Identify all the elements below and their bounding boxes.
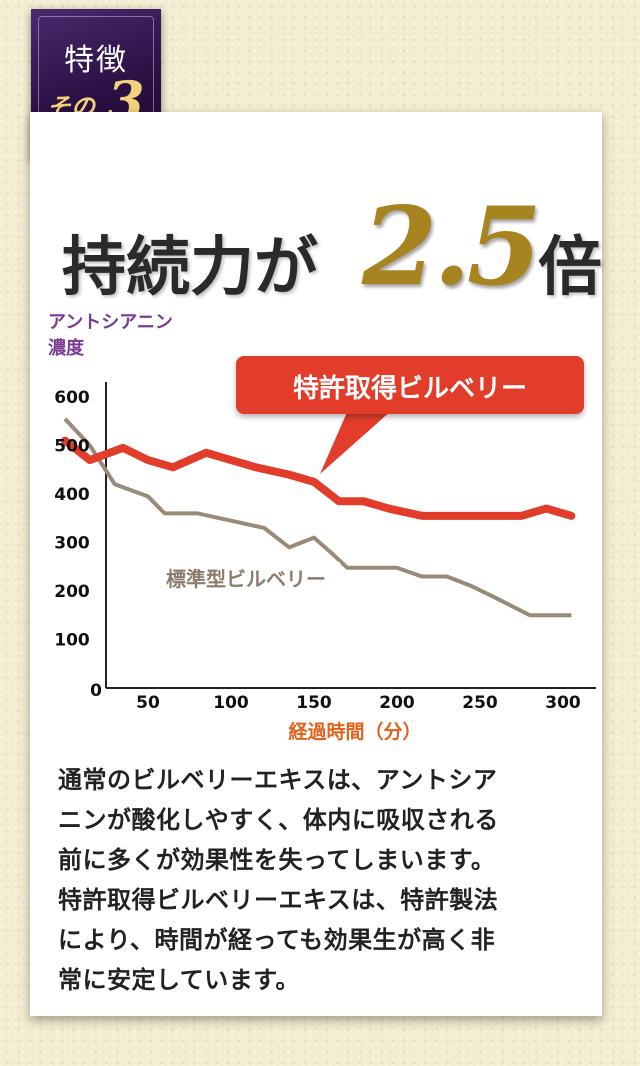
series-patented-line xyxy=(61,436,576,520)
origin-label: 0 xyxy=(90,681,102,701)
y-axis-label-line2: 濃度 xyxy=(48,338,84,359)
description-line: 通常のビルベリーエキスは、アントシア xyxy=(58,766,498,794)
y-tick-label: 400 xyxy=(54,485,90,505)
x-tick-label: 50 xyxy=(136,693,160,713)
headline-number: 2.5 xyxy=(362,184,542,310)
callout-label: 特許取得ビルベリー xyxy=(292,374,527,404)
x-tick-label: 300 xyxy=(545,693,581,713)
y-tick-label: 300 xyxy=(54,534,90,554)
description-line: ニンが酸化しやすく、体内に吸収される xyxy=(58,806,499,834)
headline-right: 倍 xyxy=(538,230,602,305)
series-standard-line xyxy=(63,417,572,618)
callout-box: 特許取得ビルベリー xyxy=(236,356,584,414)
y-tick-label: 500 xyxy=(54,437,90,457)
description-line: により、時間が経っても効果生が高く非 xyxy=(58,926,496,954)
headline-left: 持続力が xyxy=(62,230,318,305)
x-tick-label: 150 xyxy=(296,693,332,713)
y-tick-label: 200 xyxy=(54,582,90,602)
y-axis-label-line1: アントシアニン xyxy=(48,312,173,333)
chart-axes xyxy=(105,382,596,689)
x-tick-label: 250 xyxy=(462,693,498,713)
y-axis-label: アントシアニン 濃度 xyxy=(48,310,173,362)
series-label-bg xyxy=(152,562,340,592)
y-tick-label: 600 xyxy=(54,388,90,408)
x-axis-label: 経過時間（分） xyxy=(288,720,421,743)
chart-labels: 100 200 300 400 500 600 0 50 100 150 200 250 300 経過時間… xyxy=(54,388,581,743)
description-line: 特許取得ビルベリーエキスは、特許製法 xyxy=(58,886,499,914)
series-standard-label: 標準型ビルベリー xyxy=(166,567,326,591)
badge-title: 特徴 xyxy=(64,43,128,78)
description: 通常のビルベリーエキスは、アントシア ニンが酸化しやすく、体内に吸収される 前に… xyxy=(58,760,588,1000)
y-tick-label: 100 xyxy=(54,631,90,651)
callout-pointer xyxy=(320,410,392,474)
x-tick-label: 100 xyxy=(213,693,249,713)
description-line: 常に安定しています。 xyxy=(58,966,300,994)
chart-series xyxy=(61,417,576,618)
x-tick-label: 200 xyxy=(379,693,415,713)
description-line: 前に多くが効果性を失ってしまいます。 xyxy=(58,846,496,874)
